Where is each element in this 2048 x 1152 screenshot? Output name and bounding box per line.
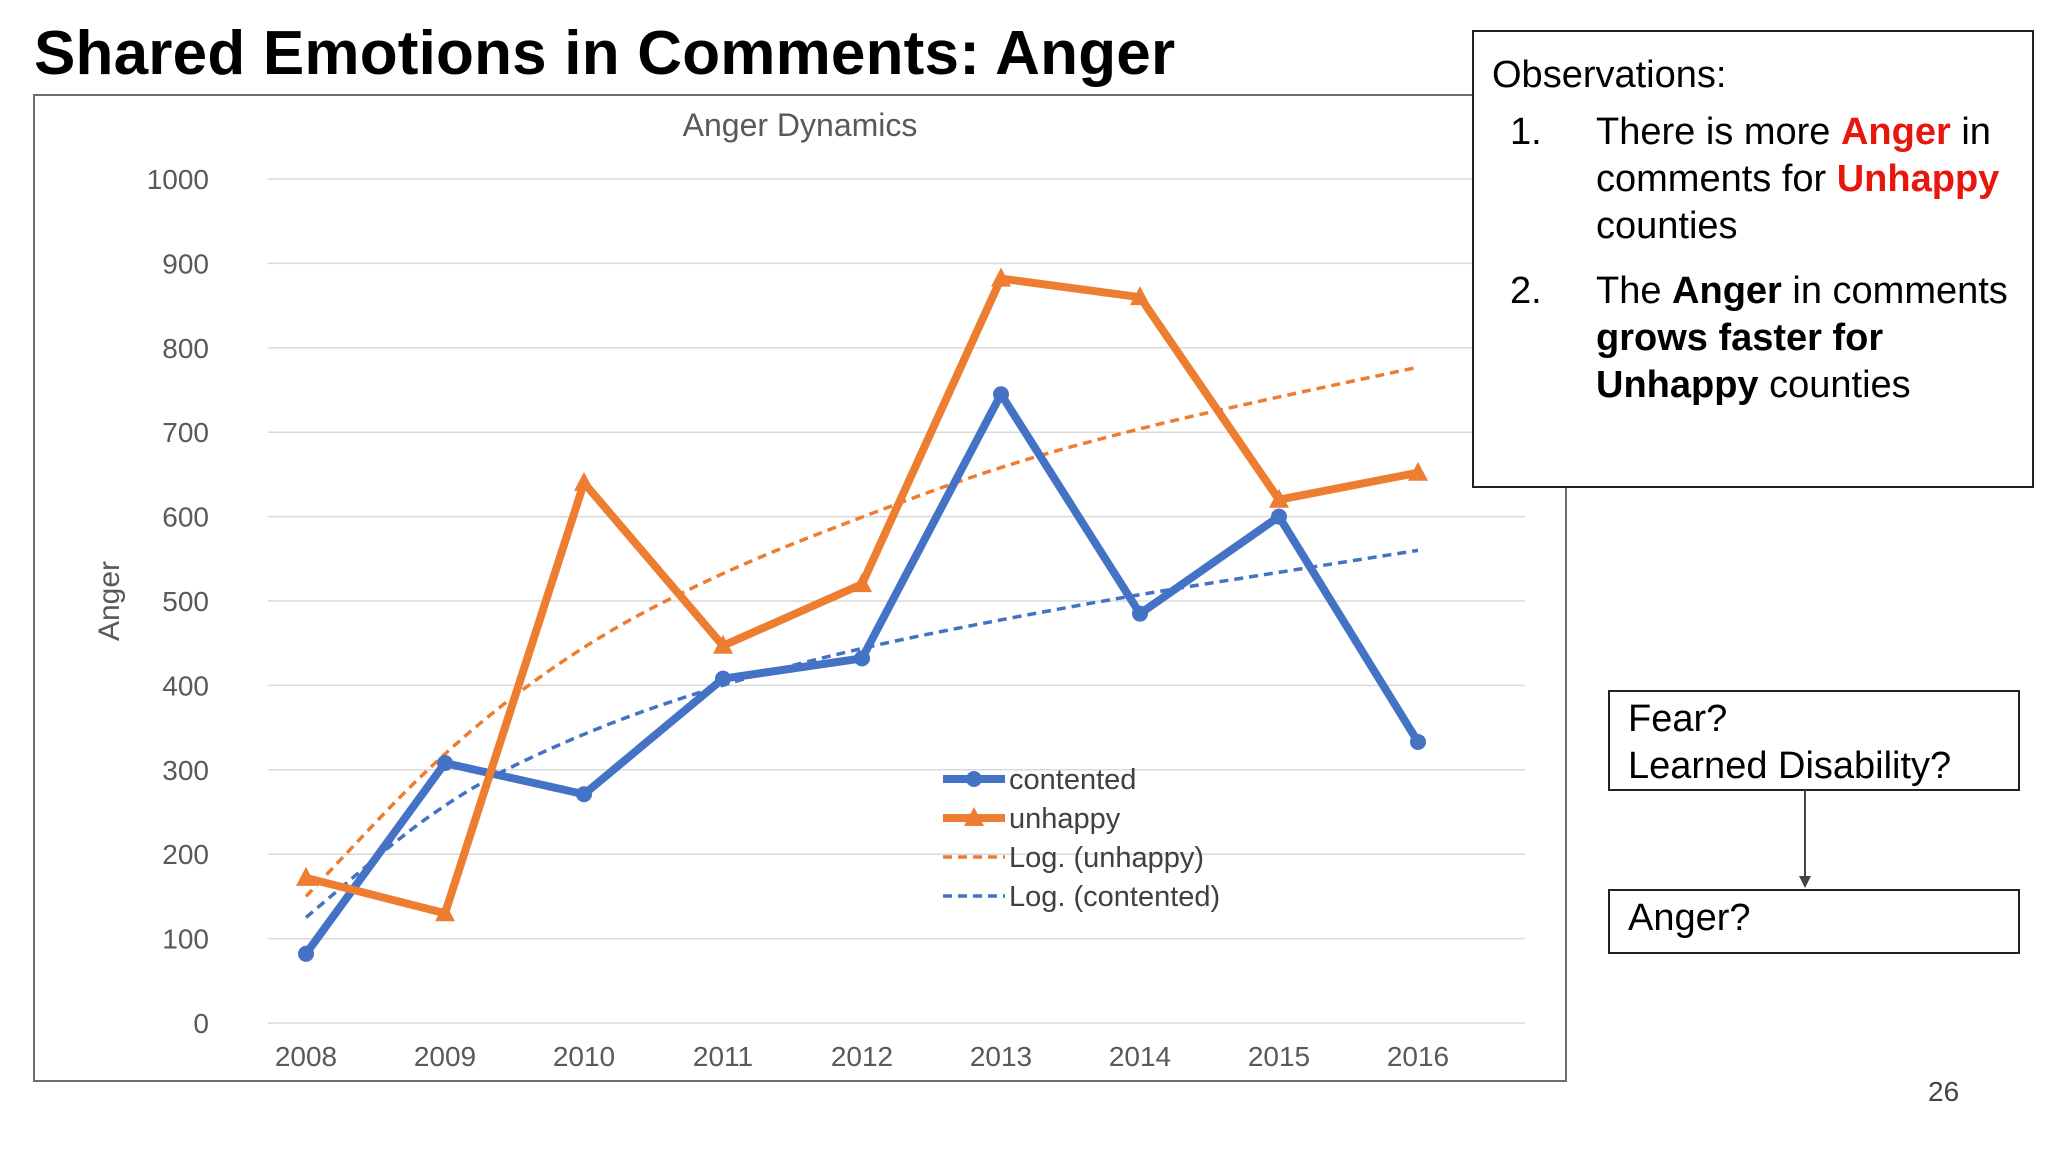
data-point-contented bbox=[437, 755, 453, 772]
series-line-contented bbox=[302, 390, 1422, 957]
data-point-unhappy bbox=[435, 902, 455, 922]
data-point-unhappy bbox=[713, 634, 733, 654]
down-arrow-icon bbox=[1799, 790, 1811, 888]
legend-marker bbox=[966, 771, 982, 787]
observation-text: There is more Anger in comments for Unha… bbox=[1596, 111, 1999, 247]
data-point-contented bbox=[993, 386, 1009, 403]
observation-text-part: Anger bbox=[1840, 111, 1951, 153]
data-point-unhappy bbox=[991, 267, 1011, 287]
legend-label: Log. (contented) bbox=[1009, 881, 1220, 913]
y-axis-label: Anger bbox=[93, 561, 126, 641]
x-tick-label: 2016 bbox=[1387, 1041, 1449, 1072]
trendline-contented bbox=[304, 548, 1419, 919]
data-point-contented bbox=[715, 670, 731, 687]
fear-question-box: Fear? Learned Disability? bbox=[1608, 690, 2020, 791]
legend-marker bbox=[964, 807, 984, 826]
data-point-unhappy bbox=[1408, 461, 1428, 481]
observation-text-part: grows faster for Unhappy bbox=[1596, 317, 1884, 406]
observations-box: Observations: 1. There is more Anger in c… bbox=[1472, 30, 2034, 488]
y-tick-label: 1000 bbox=[147, 164, 209, 195]
data-point-unhappy bbox=[852, 573, 872, 593]
data-point-contented bbox=[1132, 605, 1148, 622]
data-point-contented bbox=[1271, 508, 1287, 525]
y-tick-label: 400 bbox=[162, 670, 209, 701]
observation-number: 2. bbox=[1510, 270, 1542, 312]
x-tick-label: 2009 bbox=[414, 1041, 476, 1072]
observation-text-part: counties bbox=[1596, 205, 1738, 247]
data-point-contented bbox=[854, 650, 870, 667]
observation-number: 1. bbox=[1510, 111, 1542, 153]
x-tick-label: 2010 bbox=[553, 1041, 615, 1072]
chart-frame: Anger Dynamics 0 100 200 300 400 500 600 700 800 9… bbox=[33, 94, 1567, 1082]
y-tick-label: 900 bbox=[162, 248, 209, 279]
observation-item: 2. The Anger in comments grows faster for… bbox=[1492, 268, 2026, 409]
observations-list: 1. There is more Anger in comments for Un… bbox=[1492, 109, 2032, 409]
chart-title: Anger Dynamics bbox=[683, 107, 918, 143]
y-tick-label: 500 bbox=[162, 586, 209, 617]
x-tick-label: 2011 bbox=[693, 1041, 753, 1072]
observation-text-part: There is more bbox=[1596, 111, 1841, 153]
observation-text-part: counties bbox=[1758, 364, 1911, 406]
observation-text-part: Anger bbox=[1672, 270, 1782, 312]
observations-heading: Observations: bbox=[1492, 54, 1727, 96]
x-tick-label: 2015 bbox=[1248, 1041, 1310, 1072]
data-point-unhappy bbox=[1130, 286, 1150, 306]
x-tick-label: 2008 bbox=[275, 1041, 337, 1072]
learned-disability-question-line: Learned Disability? bbox=[1628, 745, 1952, 787]
y-tick-label: 100 bbox=[162, 924, 209, 955]
slide-title: Shared Emotions in Comments: Anger bbox=[34, 19, 1176, 88]
data-point-contented bbox=[1410, 733, 1426, 750]
y-tick-label: 0 bbox=[193, 1008, 209, 1039]
fear-question-line: Fear? bbox=[1628, 698, 1728, 740]
y-tick-label: 700 bbox=[162, 417, 209, 448]
legend-label: unhappy bbox=[1009, 803, 1121, 835]
anger-dynamics-chart: Anger Dynamics 0 100 200 300 400 500 600 700 800 9… bbox=[93, 107, 1525, 1072]
observation-text-part: in comments for bbox=[1596, 111, 1991, 200]
anger-question-line: Anger? bbox=[1628, 897, 1751, 939]
data-point-contented bbox=[298, 945, 314, 962]
x-tick-label: 2013 bbox=[970, 1041, 1032, 1072]
legend-label: Log. (unhappy) bbox=[1009, 842, 1204, 874]
observation-item: 1. There is more Anger in comments for Un… bbox=[1492, 109, 2026, 250]
legend-label: contented bbox=[1009, 764, 1136, 796]
data-point-unhappy bbox=[1269, 488, 1289, 508]
y-tick-label: 300 bbox=[162, 755, 209, 786]
observation-text-part: in comments bbox=[1781, 270, 2008, 312]
data-point-unhappy bbox=[574, 471, 594, 491]
anger-question-box: Anger? bbox=[1608, 889, 2020, 954]
trendline-unhappy bbox=[304, 365, 1419, 898]
observation-text-part: The bbox=[1596, 270, 1673, 312]
y-tick-label: 800 bbox=[162, 333, 209, 364]
observation-text: The Anger in comments grows faster for U… bbox=[1596, 270, 2008, 406]
y-tick-label: 600 bbox=[162, 502, 209, 533]
series-line-unhappy bbox=[305, 274, 1419, 918]
x-tick-label: 2012 bbox=[831, 1041, 893, 1072]
observation-text-part: Unhappy bbox=[1836, 158, 2000, 200]
x-tick-label: 2014 bbox=[1109, 1041, 1171, 1072]
y-tick-label: 200 bbox=[162, 839, 209, 870]
data-point-contented bbox=[576, 786, 592, 803]
page-number: 26 bbox=[1928, 1076, 1960, 1107]
data-point-unhappy bbox=[296, 866, 316, 886]
